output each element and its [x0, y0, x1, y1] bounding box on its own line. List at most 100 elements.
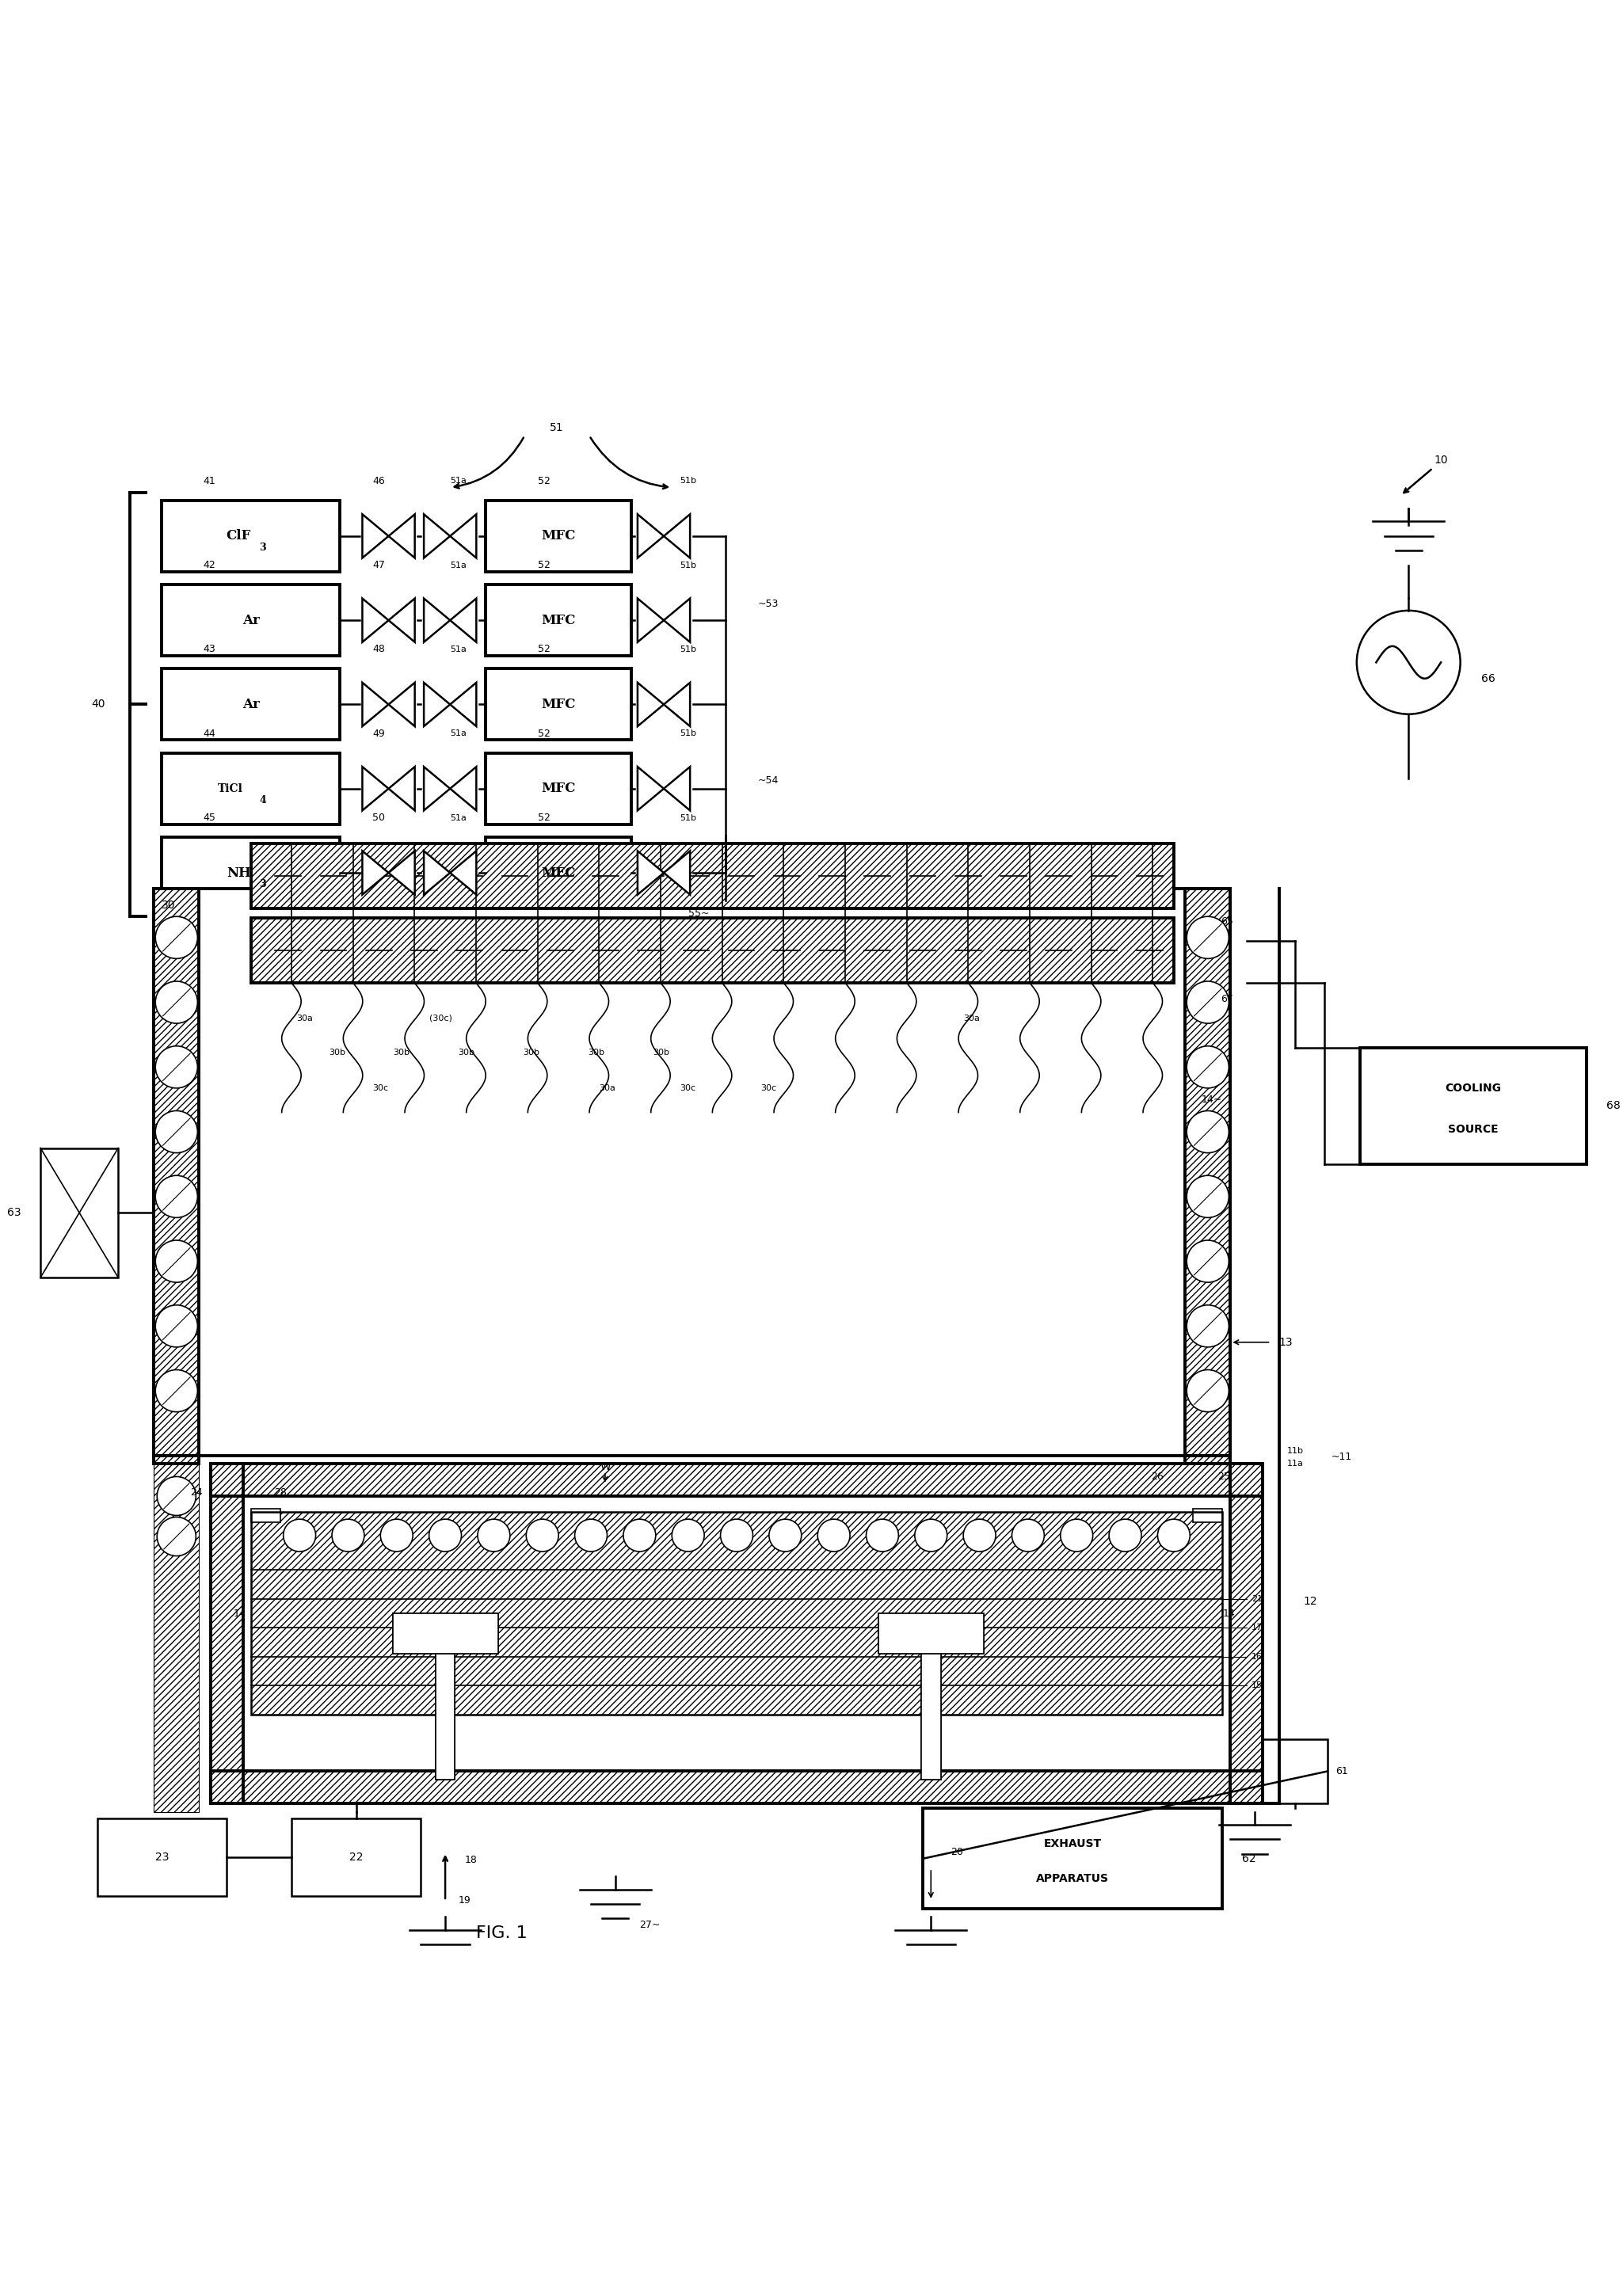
- Text: MFC: MFC: [542, 530, 576, 542]
- Text: 18: 18: [464, 1855, 477, 1864]
- Bar: [154, 1456, 200, 1463]
- Text: 51a: 51a: [450, 813, 467, 822]
- Text: 25: 25: [1217, 1472, 1230, 1481]
- Polygon shape: [362, 599, 388, 643]
- Text: 30c: 30c: [372, 1084, 388, 1093]
- Bar: [252, 843, 1173, 909]
- Polygon shape: [450, 682, 476, 726]
- Bar: [154, 1456, 200, 1463]
- Bar: [485, 838, 631, 909]
- Text: 16: 16: [1251, 1653, 1263, 1660]
- Text: 55~: 55~: [688, 909, 709, 918]
- Circle shape: [964, 1520, 995, 1552]
- Polygon shape: [388, 514, 415, 558]
- Text: 43: 43: [203, 645, 216, 654]
- Circle shape: [156, 1240, 198, 1283]
- Text: 30b: 30b: [393, 1049, 411, 1056]
- Circle shape: [428, 1520, 461, 1552]
- Circle shape: [1186, 1240, 1229, 1283]
- Text: 40: 40: [91, 698, 105, 709]
- Circle shape: [1186, 980, 1229, 1024]
- Polygon shape: [388, 767, 415, 810]
- Text: 28: 28: [274, 1488, 286, 1497]
- Circle shape: [331, 1520, 364, 1552]
- Text: 10: 10: [1435, 455, 1448, 466]
- Bar: [154, 889, 200, 1456]
- Text: MFC: MFC: [542, 866, 576, 879]
- Circle shape: [156, 1111, 198, 1153]
- Text: 17: 17: [1251, 1623, 1263, 1632]
- Circle shape: [915, 1520, 948, 1552]
- Text: 51b: 51b: [680, 560, 696, 569]
- Text: MFC: MFC: [542, 783, 576, 794]
- Text: 20: 20: [951, 1846, 962, 1857]
- Text: 27~: 27~: [639, 1919, 661, 1931]
- Polygon shape: [388, 852, 415, 895]
- Text: MFC: MFC: [542, 698, 576, 712]
- Text: 26: 26: [1151, 1472, 1164, 1481]
- Polygon shape: [424, 852, 450, 895]
- Text: 30b: 30b: [588, 1049, 604, 1056]
- Text: 52: 52: [537, 560, 550, 569]
- Polygon shape: [424, 599, 450, 643]
- Text: 51b: 51b: [680, 478, 696, 484]
- Polygon shape: [638, 599, 664, 643]
- Text: 52: 52: [537, 475, 550, 487]
- Text: 42: 42: [203, 560, 216, 569]
- Polygon shape: [450, 599, 476, 643]
- Text: 66: 66: [1482, 673, 1495, 684]
- Circle shape: [526, 1520, 558, 1552]
- Bar: [211, 1770, 1263, 1805]
- Polygon shape: [664, 599, 690, 643]
- Text: 51a: 51a: [450, 478, 467, 484]
- Bar: [162, 585, 339, 657]
- Bar: [252, 918, 1173, 983]
- Circle shape: [1186, 1371, 1229, 1412]
- Text: 45: 45: [203, 813, 216, 822]
- Bar: [252, 1513, 1222, 1715]
- Bar: [1185, 889, 1230, 1456]
- Text: COOLING: COOLING: [1444, 1084, 1501, 1093]
- Circle shape: [156, 980, 198, 1024]
- Polygon shape: [638, 767, 664, 810]
- Text: 62: 62: [1242, 1853, 1256, 1864]
- Text: (30c): (30c): [428, 1015, 451, 1022]
- Text: 30b: 30b: [523, 1049, 539, 1056]
- Bar: [211, 1463, 1263, 1497]
- Text: 44: 44: [203, 728, 216, 739]
- Circle shape: [1186, 1047, 1229, 1088]
- Circle shape: [1186, 1111, 1229, 1153]
- Polygon shape: [424, 767, 450, 810]
- Circle shape: [1186, 916, 1229, 960]
- Polygon shape: [424, 682, 450, 726]
- Text: 67: 67: [1220, 994, 1233, 1003]
- Bar: [1185, 889, 1230, 1456]
- Circle shape: [623, 1520, 656, 1552]
- Text: 21: 21: [1251, 1596, 1263, 1603]
- Text: 51a: 51a: [450, 730, 467, 737]
- Bar: [211, 1463, 243, 1805]
- Text: EXHAUST: EXHAUST: [1044, 1839, 1102, 1848]
- Bar: [878, 1614, 984, 1653]
- Text: 51b: 51b: [680, 813, 696, 822]
- Polygon shape: [450, 514, 476, 558]
- Polygon shape: [362, 514, 388, 558]
- Text: 22: 22: [349, 1851, 364, 1862]
- Text: 51b: 51b: [680, 730, 696, 737]
- Text: 14: 14: [234, 1607, 247, 1619]
- Bar: [211, 1770, 1263, 1805]
- Circle shape: [1060, 1520, 1092, 1552]
- Text: W: W: [599, 1460, 610, 1472]
- Bar: [393, 1614, 498, 1653]
- Circle shape: [156, 1176, 198, 1217]
- Circle shape: [1357, 611, 1461, 714]
- Text: APPARATUS: APPARATUS: [1035, 1874, 1109, 1885]
- Text: ClF: ClF: [226, 530, 252, 542]
- Bar: [923, 1809, 1222, 1908]
- Circle shape: [1186, 1176, 1229, 1217]
- Circle shape: [284, 1520, 316, 1552]
- Text: ~11: ~11: [1331, 1451, 1352, 1463]
- Text: TiCl: TiCl: [217, 783, 243, 794]
- Circle shape: [477, 1520, 510, 1552]
- Bar: [485, 501, 631, 572]
